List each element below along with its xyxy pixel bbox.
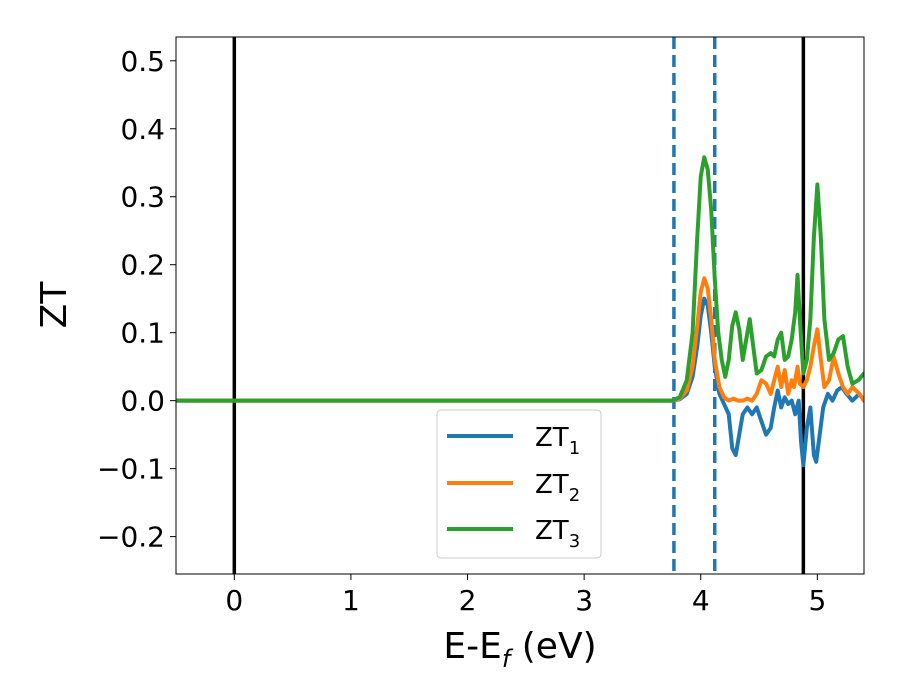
legend-label-zt2: ZT2: [535, 470, 580, 506]
x-tick-label: 3: [575, 584, 593, 617]
x-tick-label: 4: [692, 584, 710, 617]
x-tick-label: 2: [459, 584, 477, 617]
y-tick-label: −0.1: [97, 453, 165, 486]
plot-area-frame: [175, 36, 865, 575]
reference-lines: [232, 37, 806, 574]
legend-label-zt3: ZT3: [535, 516, 580, 552]
series-lines: [176, 155, 864, 468]
legend-label-zt1: ZT1: [535, 423, 580, 459]
x-axis-ticks: 0 1 2 3 4 5: [225, 574, 826, 617]
x-tick-label: 5: [808, 584, 826, 617]
legend: ZT1 ZT2 ZT3: [436, 409, 602, 559]
series-line-zt2: [176, 276, 864, 403]
y-tick-label: 0.4: [120, 113, 165, 146]
series-line-zt1: [176, 296, 864, 468]
y-tick-label: 0.2: [120, 249, 165, 282]
y-tick-label: 0.0: [120, 385, 165, 418]
y-axis-title: ZT: [34, 281, 75, 329]
series-line-zt3: [176, 155, 864, 403]
legend-frame: [436, 409, 602, 559]
y-tick-label: 0.5: [120, 45, 165, 78]
x-tick-label: 1: [342, 584, 360, 617]
y-tick-label: −0.2: [97, 521, 165, 554]
y-tick-label: 0.1: [120, 317, 165, 350]
x-tick-label: 0: [225, 584, 243, 617]
x-axis-title: E-Ef (eV): [443, 626, 596, 673]
y-axis-ticks: −0.2 −0.1 0.0 0.1 0.2 0.3 0.4 0.5: [97, 45, 176, 554]
y-tick-label: 0.3: [120, 181, 165, 214]
